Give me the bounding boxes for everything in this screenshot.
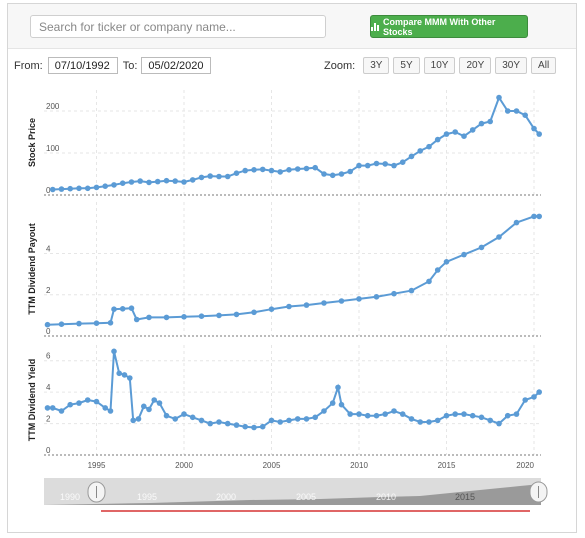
zoom-controls: Zoom: 3Y 5Y 10Y 20Y 30Y All [324,57,557,74]
zoom-10y-button[interactable]: 10Y [423,57,456,74]
zoom-20y-button[interactable]: 20Y [459,57,492,74]
zoom-3y-button[interactable]: 3Y [363,57,390,74]
from-date-input[interactable] [47,57,118,74]
zoom-5y-button[interactable]: 5Y [393,57,420,74]
compare-button-label: Compare MMM With Other Stocks [383,16,496,37]
date-range: From: To: [14,57,212,74]
zoom-all-button[interactable]: All [531,57,557,74]
search-input[interactable] [30,15,326,38]
from-label: From: [14,59,43,72]
to-label: To: [122,59,138,72]
zoom-label: Zoom: [324,59,356,72]
bar-chart-icon [371,22,379,31]
to-date-input[interactable] [141,57,212,74]
chart-frame: Compare MMM With Other Stocks [7,3,577,533]
compare-button[interactable]: Compare MMM With Other Stocks [370,15,528,38]
toolbar: Compare MMM With Other Stocks [8,4,576,49]
zoom-30y-button[interactable]: 30Y [495,57,528,74]
